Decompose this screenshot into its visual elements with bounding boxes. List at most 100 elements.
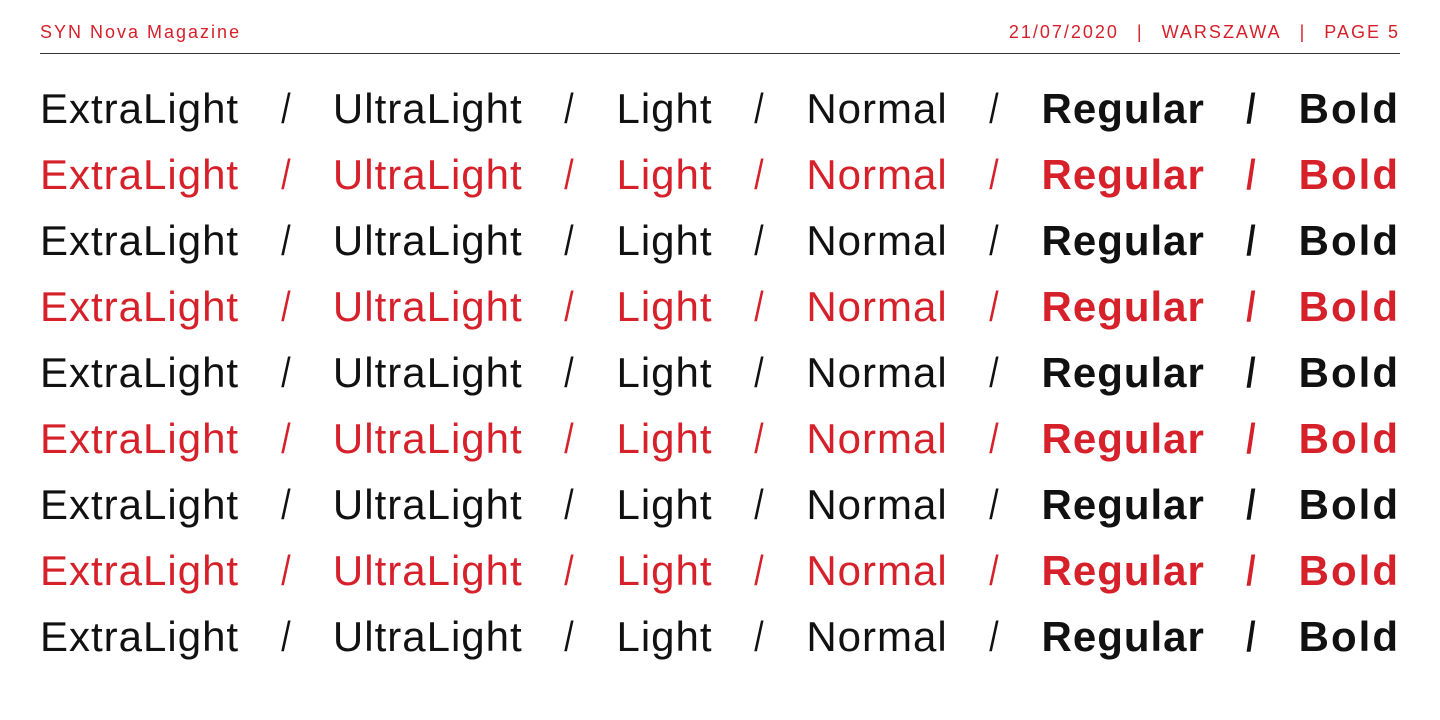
weight-sample: Bold [1299,88,1400,130]
weight-sample: ExtraLight [40,154,239,196]
separator-slash: / [565,88,575,130]
weight-sample: Normal [806,484,947,526]
weight-sample: ExtraLight [40,616,239,658]
separator-slash: / [754,286,764,328]
weight-sample: Light [616,484,712,526]
weight-sample: Bold [1299,154,1400,196]
weight-sample: Light [616,550,712,592]
weight-sample: Normal [806,418,947,460]
separator-slash: / [990,286,1000,328]
separator-slash: / [281,286,291,328]
header-divider: | [1282,22,1325,43]
weight-sample: Regular [1042,418,1205,460]
weight-sample: UltraLight [333,550,523,592]
weight-sample: Normal [806,286,947,328]
weight-sample: Light [616,352,712,394]
separator-slash: / [990,88,1000,130]
weight-sample: UltraLight [333,286,523,328]
separator-slash: / [1247,418,1257,460]
separator-slash: / [754,550,764,592]
separator-slash: / [990,418,1000,460]
weight-sample: UltraLight [333,220,523,262]
specimen-row: ExtraLight / UltraLight / Light / Normal / Regul… [40,484,1400,526]
weight-sample: Bold [1299,484,1400,526]
weight-sample: ExtraLight [40,352,239,394]
separator-slash: / [754,484,764,526]
separator-slash: / [1247,352,1257,394]
page-header: SYN Nova Magazine 21/07/2020 | WARSZAWA … [40,22,1400,54]
separator-slash: / [565,550,575,592]
separator-slash: / [754,154,764,196]
weight-sample: ExtraLight [40,220,239,262]
separator-slash: / [1247,286,1257,328]
weight-sample: UltraLight [333,352,523,394]
separator-slash: / [1247,616,1257,658]
weight-sample: Normal [806,550,947,592]
separator-slash: / [1247,88,1257,130]
separator-slash: / [754,616,764,658]
weight-sample: UltraLight [333,484,523,526]
weight-sample: ExtraLight [40,550,239,592]
separator-slash: / [990,484,1000,526]
weight-sample: UltraLight [333,88,523,130]
separator-slash: / [754,352,764,394]
separator-slash: / [281,418,291,460]
weight-sample: ExtraLight [40,88,239,130]
separator-slash: / [281,616,291,658]
specimen-row: ExtraLight/UltraLight/Light/Normal/Regul… [40,616,1400,658]
header-city: WARSZAWA [1162,22,1282,43]
separator-slash: / [565,286,575,328]
separator-slash: / [754,88,764,130]
weight-sample: Normal [806,352,947,394]
weight-sample: Regular [1042,220,1205,262]
weight-sample: UltraLight [333,616,523,658]
weight-sample: Normal [806,88,947,130]
separator-slash: / [281,484,291,526]
specimen-row: ExtraLight / UltraLight / Light / Normal / Regul… [40,550,1400,592]
weight-sample: UltraLight [333,418,523,460]
weight-sample: Bold [1299,220,1400,262]
separator-slash: / [281,220,291,262]
weight-sample: Bold [1299,286,1400,328]
separator-slash: / [1247,154,1257,196]
weight-sample: Normal [806,154,947,196]
weight-sample: Light [616,220,712,262]
weight-sample: ExtraLight [40,286,239,328]
magazine-title: SYN Nova Magazine [40,22,241,43]
separator-slash: / [281,352,291,394]
weight-sample: Normal [806,220,947,262]
separator-slash: / [281,154,291,196]
weight-sample: Regular [1042,550,1205,592]
separator-slash: / [281,88,291,130]
weight-sample: Regular [1042,484,1205,526]
weight-sample: Light [616,88,712,130]
separator-slash: / [565,418,575,460]
separator-slash: / [1247,220,1257,262]
separator-slash: / [754,220,764,262]
specimen-row: ExtraLight/UltraLight/Light/Normal/Regul… [40,418,1400,460]
weight-sample: Regular [1042,154,1205,196]
separator-slash: / [565,352,575,394]
separator-slash: / [990,550,1000,592]
weight-sample: ExtraLight [40,484,239,526]
weight-sample: Bold [1299,616,1400,658]
separator-slash: / [990,616,1000,658]
weight-sample: Bold [1299,550,1400,592]
separator-slash: / [1247,550,1257,592]
separator-slash: / [1247,484,1257,526]
weight-sample: Bold [1299,352,1400,394]
specimen-row: ExtraLight/UltraLight/Light/Normal/Regul… [40,352,1400,394]
weight-sample: Regular [1042,286,1205,328]
specimen-row: ExtraLight / UltraLight / Light / Normal / Regul… [40,286,1400,328]
header-page: PAGE 5 [1324,22,1400,43]
separator-slash: / [754,418,764,460]
weight-sample: ExtraLight [40,418,239,460]
weight-sample: UltraLight [333,154,523,196]
separator-slash: / [990,154,1000,196]
header-divider: | [1119,22,1162,43]
weight-sample: Light [616,154,712,196]
separator-slash: / [565,616,575,658]
separator-slash: / [565,154,575,196]
weight-sample: Light [616,286,712,328]
weight-sample: Bold [1299,418,1400,460]
